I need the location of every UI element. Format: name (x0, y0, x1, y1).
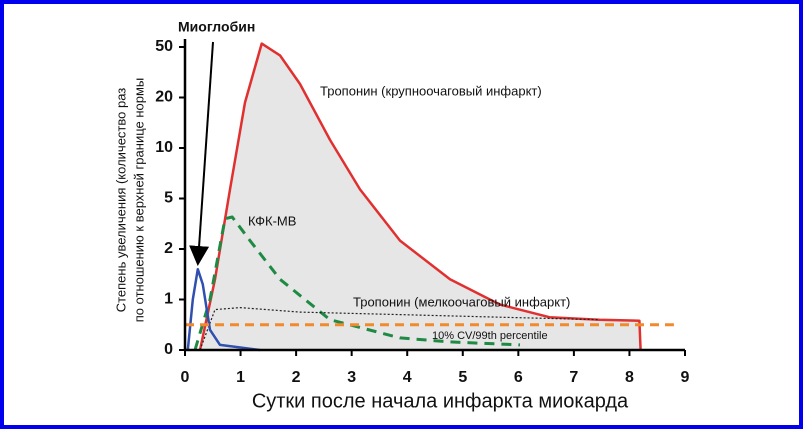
y-tick-label: 2 (164, 240, 173, 257)
y-tick-label: 0 (164, 341, 173, 358)
x-axis-label: Сутки после начала инфаркта миокарда (252, 390, 629, 412)
threshold-label: 10% CV/99th percentile (432, 330, 548, 342)
y-tick-label: 20 (155, 89, 173, 106)
x-tick-label: 1 (236, 369, 245, 386)
x-tick-label: 4 (403, 369, 412, 386)
series-line (198, 42, 642, 351)
series-label: КФК-МВ (248, 213, 296, 228)
arrow (189, 41, 214, 266)
y-axis-label: по отношению к верхней границе нормы (131, 78, 146, 323)
x-tick-label: 9 (681, 369, 690, 386)
series-label: Тропонин (крупноочаговый инфаркт) (320, 83, 542, 98)
series-line (199, 307, 600, 351)
x-tick-label: 6 (514, 369, 523, 386)
x-tick-label: 5 (458, 369, 467, 386)
series-line (186, 267, 261, 352)
y-tick-label: 5 (164, 190, 173, 207)
plot-area: 0 1 2 5 10 20 50 0 1 2 3 4 5 6 7 8 9 Тропонин (крупноочаг… (155, 19, 689, 387)
area (200, 43, 641, 350)
x-tick-label: 0 (181, 369, 190, 386)
y-tick-label: 10 (155, 139, 173, 156)
series-line (193, 215, 521, 351)
x-tick-label: 7 (569, 369, 578, 386)
x-tick-label: 8 (625, 369, 634, 386)
series-label: Тропонин (мелкоочаговый инфаркт) (353, 294, 570, 309)
y-tick-label: 50 (155, 38, 173, 55)
x-tick-label: 2 (292, 369, 301, 386)
series-label: Миоглобин (178, 19, 255, 35)
x-tick-label: 3 (347, 369, 356, 386)
y-tick-label: 1 (164, 291, 173, 308)
y-axis-label: Степень увеличения (количество раз (113, 88, 128, 313)
